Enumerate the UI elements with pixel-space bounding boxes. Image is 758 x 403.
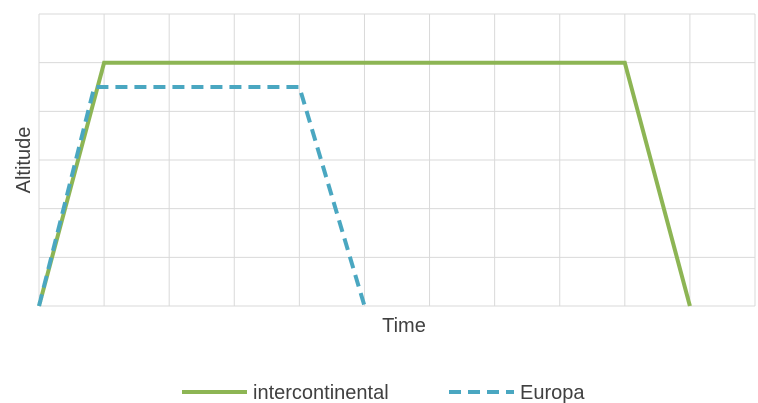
series-line-europa (37, 85, 367, 307)
x-axis-title: Time (382, 315, 426, 337)
legend-label-intercontinental: intercontinental (253, 382, 389, 403)
y-axis-title: Altitude (13, 127, 35, 194)
chart-grid (38, 13, 756, 307)
legend-label-europa: Europa (520, 382, 585, 403)
legend: intercontinental Europa (182, 382, 585, 403)
series-layer (37, 60, 692, 307)
